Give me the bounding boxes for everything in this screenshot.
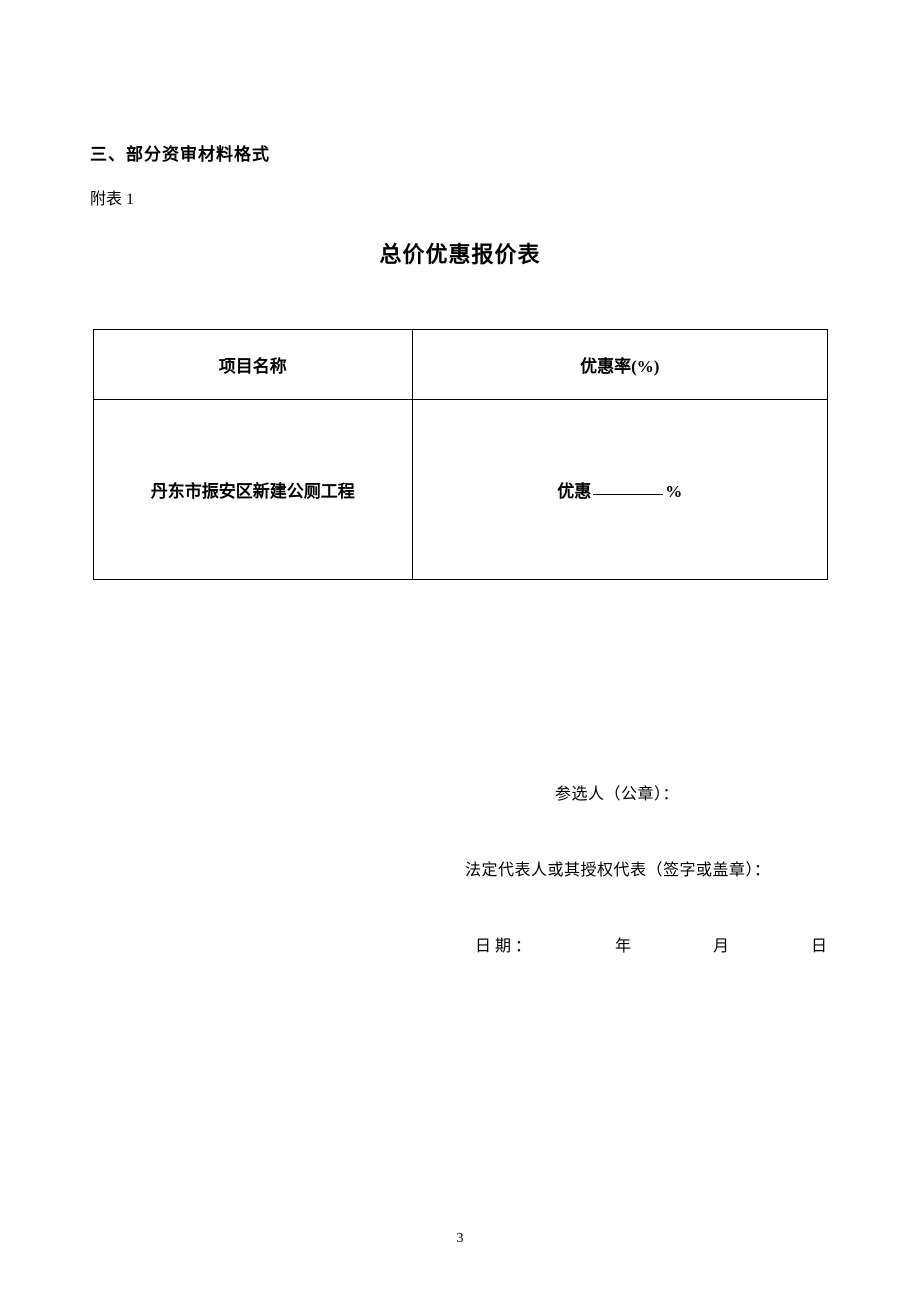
date-month: 月 bbox=[713, 938, 731, 955]
date-label: 日期： bbox=[475, 938, 535, 955]
date-year: 年 bbox=[615, 938, 633, 955]
table-header-row: 项目名称 优惠率(%) bbox=[93, 330, 827, 400]
form-title: 总价优惠报价表 bbox=[90, 237, 830, 269]
cell-project-name: 丹东市振安区新建公厕工程 bbox=[93, 400, 413, 580]
discount-prefix: 优惠 bbox=[557, 482, 591, 501]
participant-seal-line: 参选人（公章）： bbox=[555, 780, 830, 804]
header-project-name: 项目名称 bbox=[93, 330, 413, 400]
signature-block: 参选人（公章）： 法定代表人或其授权代表（签字或盖章）： 日期： 年 月 日 bbox=[465, 780, 830, 956]
table-data-row: 丹东市振安区新建公厕工程 优惠% bbox=[93, 400, 827, 580]
quotation-table: 项目名称 优惠率(%) 丹东市振安区新建公厕工程 优惠% bbox=[93, 329, 828, 580]
header-discount-rate: 优惠率(%) bbox=[413, 330, 827, 400]
discount-suffix: % bbox=[665, 482, 682, 501]
representative-signature-line: 法定代表人或其授权代表（签字或盖章）： bbox=[465, 856, 830, 880]
date-day: 日 bbox=[811, 938, 829, 955]
attachment-label: 附表 1 bbox=[90, 185, 830, 209]
section-heading: 三、部分资审材料格式 bbox=[90, 140, 830, 165]
page-number: 3 bbox=[0, 1231, 920, 1247]
date-line: 日期： 年 月 日 bbox=[475, 932, 830, 956]
discount-blank-line bbox=[593, 494, 663, 495]
cell-discount-rate: 优惠% bbox=[413, 400, 827, 580]
